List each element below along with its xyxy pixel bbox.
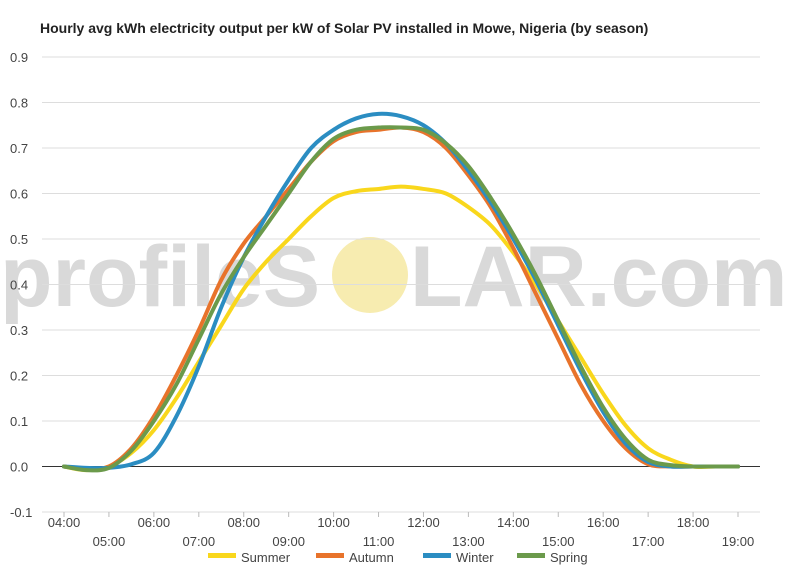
x-tick-label: 15:00 bbox=[542, 534, 575, 549]
legend-label-summer: Summer bbox=[241, 550, 291, 565]
y-tick-label: 0.8 bbox=[10, 96, 28, 111]
x-tick-label: 05:00 bbox=[93, 534, 126, 549]
y-tick-label: 0.3 bbox=[10, 323, 28, 338]
y-tick-label: 0.6 bbox=[10, 187, 28, 202]
x-tick-label: 17:00 bbox=[632, 534, 665, 549]
legend-label-autumn: Autumn bbox=[349, 550, 394, 565]
x-axis-ticks: 04:00 05:00 06:00 07:00 08:00 09:00 10:00 11:00… bbox=[48, 512, 755, 549]
watermark: profileS LAR.com bbox=[0, 229, 787, 325]
series-lines bbox=[62, 111, 740, 473]
x-tick-label: 04:00 bbox=[48, 515, 81, 530]
legend-label-spring: Spring bbox=[550, 550, 588, 565]
x-tick-label: 12:00 bbox=[407, 515, 440, 530]
watermark-text-right: LAR.com bbox=[410, 229, 787, 325]
y-tick-label: 0.7 bbox=[10, 141, 28, 156]
x-tick-label: 13:00 bbox=[452, 534, 485, 549]
x-tick-label: 14:00 bbox=[497, 515, 530, 530]
x-tick-label: 07:00 bbox=[183, 534, 216, 549]
x-tick-label: 11:00 bbox=[363, 534, 395, 549]
x-tick-label: 09:00 bbox=[272, 534, 305, 549]
legend-swatch-spring bbox=[517, 553, 545, 558]
x-tick-label: 06:00 bbox=[138, 515, 171, 530]
x-tick-label: 18:00 bbox=[677, 515, 710, 530]
watermark-sun-icon bbox=[332, 237, 408, 313]
y-tick-label: 0.2 bbox=[10, 369, 28, 384]
x-tick-label: 08:00 bbox=[227, 515, 260, 530]
y-tick-label: 0.5 bbox=[10, 232, 28, 247]
x-tick-label: 19:00 bbox=[722, 534, 755, 549]
legend: Summer Autumn Winter Spring bbox=[208, 550, 588, 565]
legend-swatch-autumn bbox=[316, 553, 344, 558]
y-tick-label: 0.9 bbox=[10, 50, 28, 65]
grid bbox=[42, 56, 760, 513]
y-tick-label: -0.1 bbox=[10, 505, 32, 520]
x-tick-label: 10:00 bbox=[317, 515, 350, 530]
series-line-spring bbox=[62, 125, 740, 473]
y-tick-label: 0.0 bbox=[10, 460, 28, 475]
y-tick-label: 0.4 bbox=[10, 278, 28, 293]
y-tick-label: 0.1 bbox=[10, 414, 28, 429]
series-line-summer bbox=[62, 184, 740, 473]
y-axis-ticks: 0.9 0.8 0.7 0.6 0.5 0.4 0.3 0.2 0.1 0.0 -0.1 bbox=[10, 50, 32, 520]
series-line-winter bbox=[62, 111, 740, 471]
x-tick-label: 16:00 bbox=[587, 515, 620, 530]
legend-label-winter: Winter bbox=[456, 550, 494, 565]
legend-swatch-winter bbox=[423, 553, 451, 558]
legend-swatch-summer bbox=[208, 553, 236, 558]
watermark-text-left: profileS bbox=[0, 229, 320, 325]
chart-title: Hourly avg kWh electricity output per kW… bbox=[40, 20, 649, 36]
